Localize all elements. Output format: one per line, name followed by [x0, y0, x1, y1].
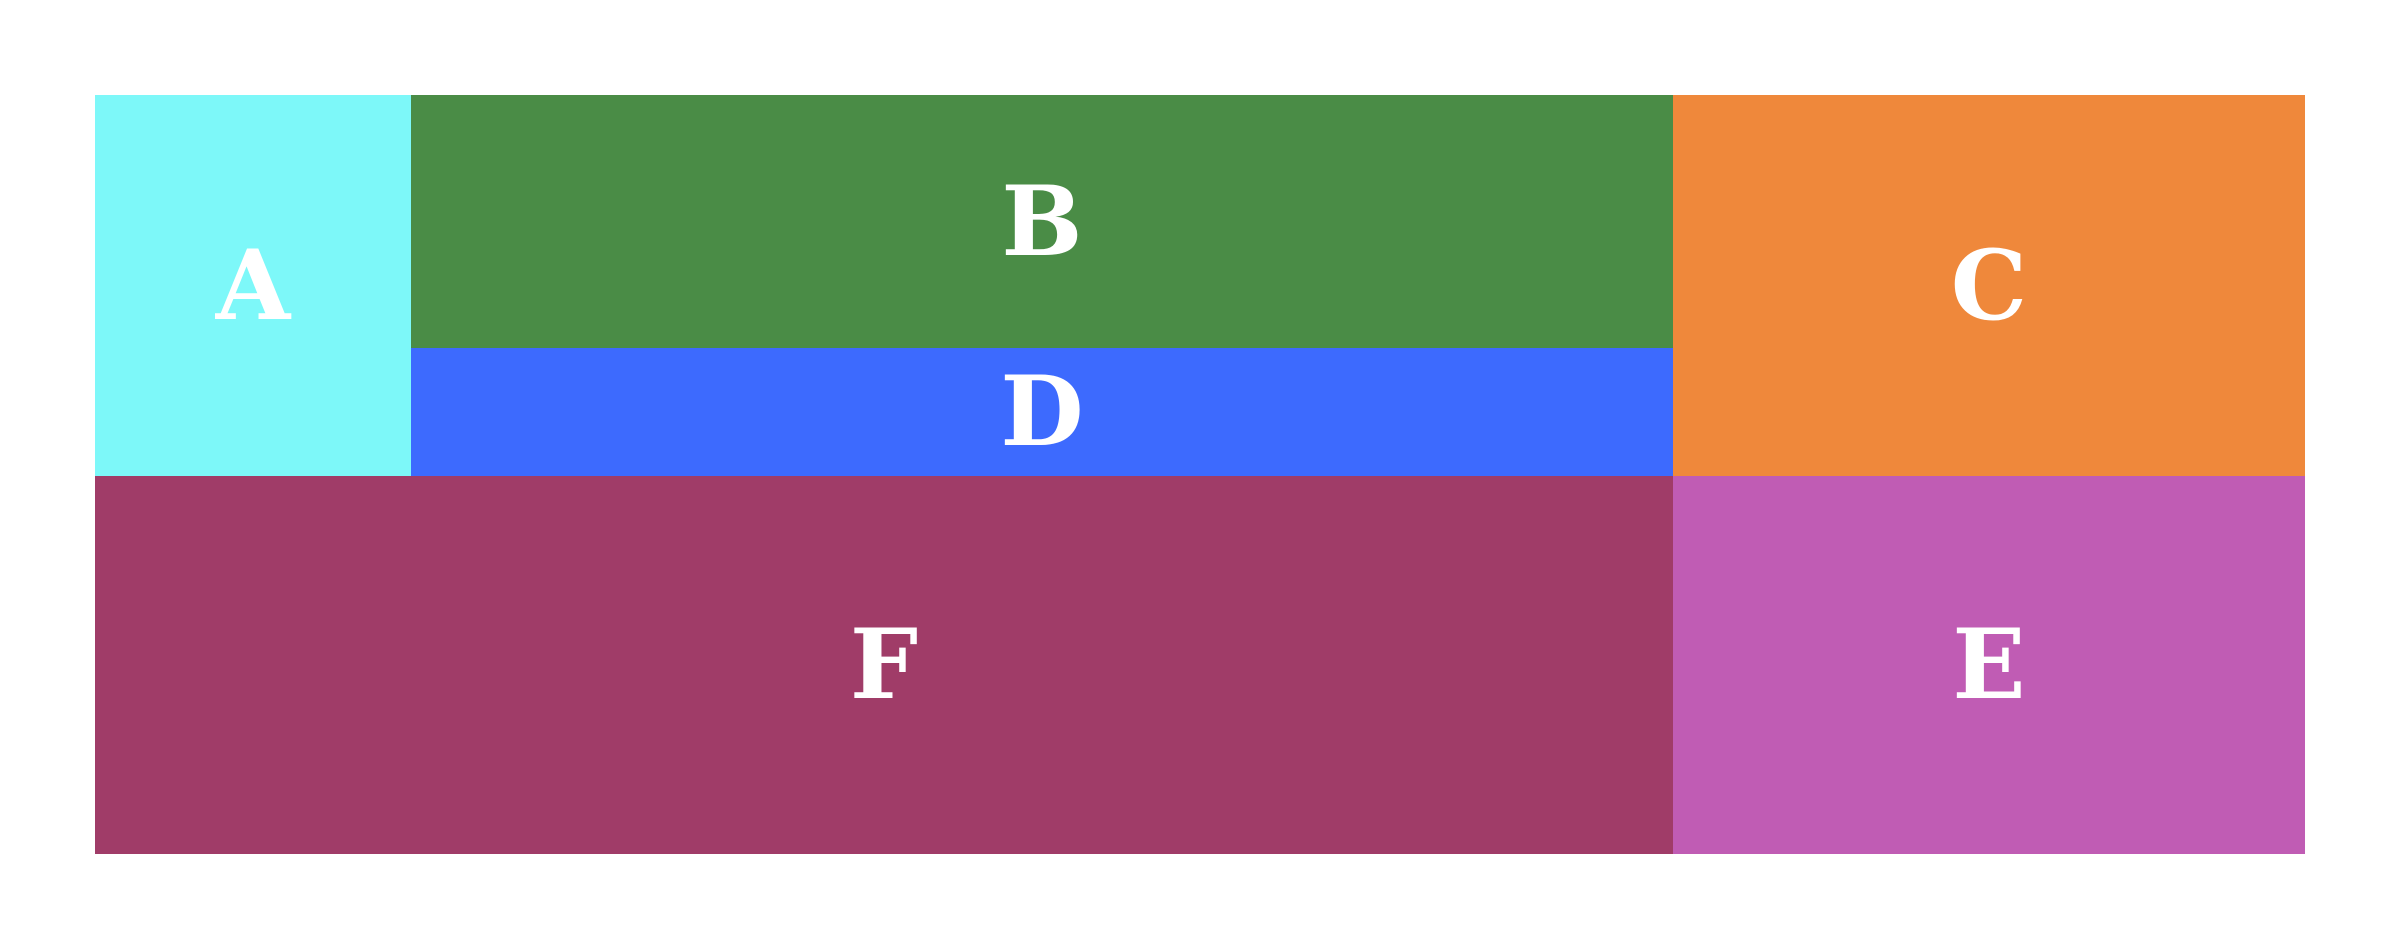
block-c: C — [1673, 95, 2305, 476]
block-b-label: B — [1001, 164, 1083, 278]
block-layout-diagram: A B C D E F — [95, 95, 2305, 854]
block-a-label: A — [215, 228, 291, 342]
block-e: E — [1673, 476, 2305, 854]
block-f-label: F — [849, 608, 919, 721]
block-e-label: E — [1952, 608, 2026, 721]
block-c-label: C — [1950, 228, 2028, 342]
block-f: F — [95, 476, 1673, 854]
block-b: B — [411, 95, 1673, 348]
block-d-label: D — [1000, 355, 1084, 468]
block-d: D — [411, 348, 1673, 476]
block-a: A — [95, 95, 411, 476]
